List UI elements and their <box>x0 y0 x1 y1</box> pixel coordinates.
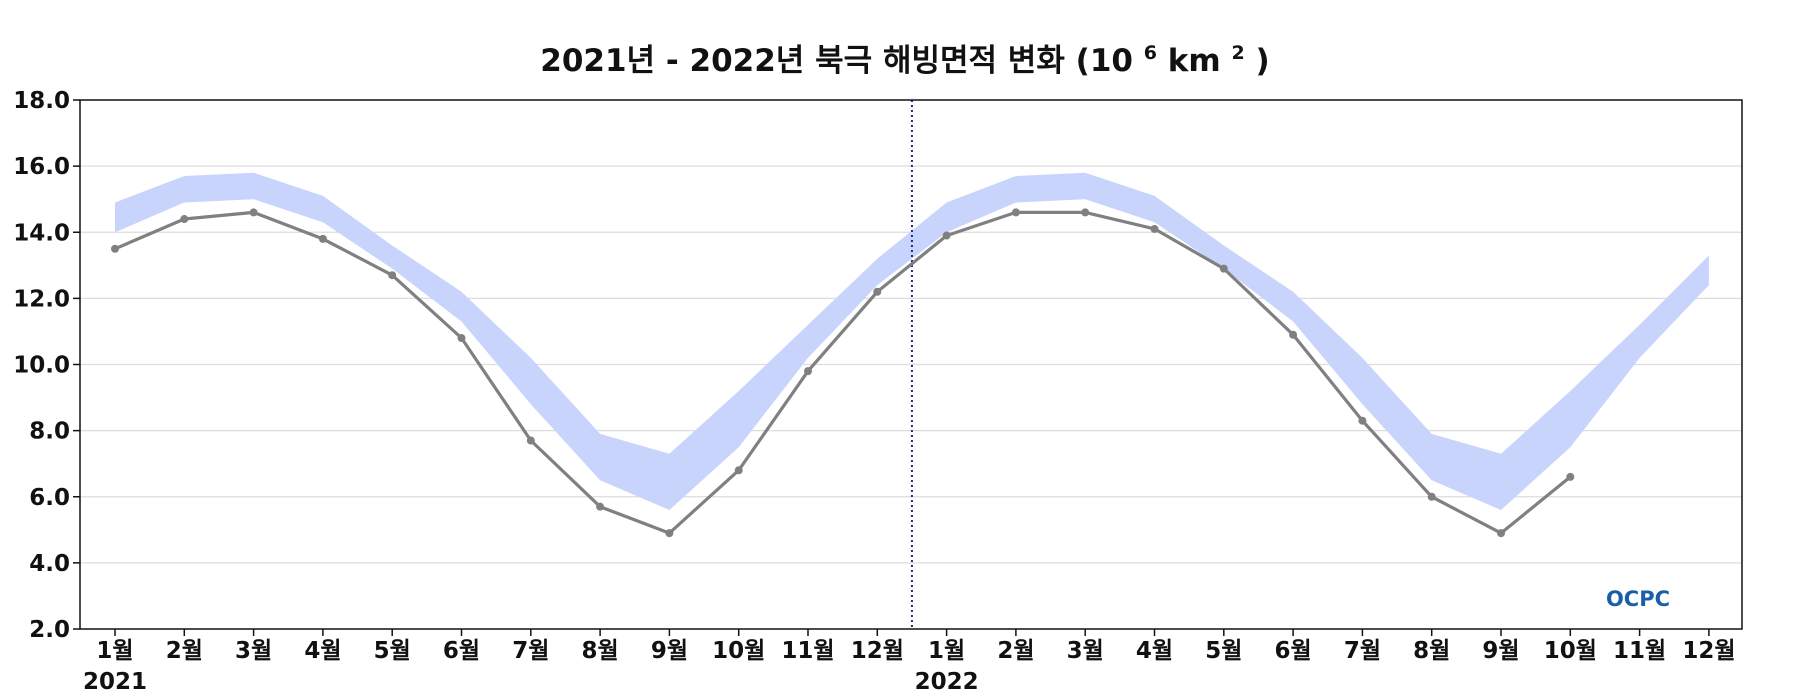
ocpc-logo: OCPC <box>1606 587 1670 611</box>
data-point <box>942 231 951 240</box>
series-line <box>114 210 1572 535</box>
x-tick-label: 7월 <box>512 638 549 664</box>
x-tick-label: 4월 <box>304 638 341 664</box>
axes-layer: 2.0 4.0 6.0 8.0 10.0 12.0 14.0 16.0 18.0 1월 2월 3월 4월… <box>13 88 1743 695</box>
data-point <box>1150 224 1159 233</box>
x-tick-label: 2월 <box>166 638 203 664</box>
line-layer <box>111 208 1575 538</box>
x-tick-label: 6월 <box>1275 638 1312 664</box>
x-tick-label: 12월 <box>1682 638 1735 664</box>
x-tick-label: 11월 <box>1613 638 1666 664</box>
data-point <box>665 529 674 538</box>
x-tick-label: 12월 <box>851 638 904 664</box>
ocpc-logo-text: OCPC <box>1606 587 1670 611</box>
data-point <box>1497 529 1505 538</box>
y-tick-label: 18.0 <box>13 88 70 114</box>
data-point <box>111 244 119 253</box>
data-point <box>1289 330 1298 339</box>
data-point <box>873 287 882 296</box>
data-point <box>457 334 466 343</box>
x-tick-label: 5월 <box>374 638 411 664</box>
chart-title-main: 2021년 - 2022년 북극 해빙면적 변화 <box>540 43 1065 79</box>
y-tick-label: 6.0 <box>29 485 70 511</box>
x-tick-label: 8월 <box>1413 638 1450 664</box>
y-tick-label: 4.0 <box>29 551 70 577</box>
data-point <box>804 367 812 376</box>
x-tick-label: 1월 <box>96 638 133 664</box>
x-tick-label: 2월 <box>997 638 1034 664</box>
y-tick-label: 2.0 <box>29 617 70 643</box>
data-point <box>734 466 743 475</box>
data-point <box>318 234 327 243</box>
x-tick-label: 3월 <box>1067 638 1104 664</box>
x-tick-label: 9월 <box>651 638 688 664</box>
y-tick-label: 8.0 <box>29 419 70 445</box>
x-tick-label: 8월 <box>582 638 619 664</box>
x-tick-label: 10월 <box>1544 638 1597 664</box>
x-tick-label: 4월 <box>1136 638 1173 664</box>
y-tick-label: 10.0 <box>13 353 70 379</box>
data-point <box>180 215 189 224</box>
data-point <box>249 208 258 217</box>
chart-title-unit-exp2: 2 <box>1232 42 1245 64</box>
x-tick-label: 5월 <box>1205 638 1242 664</box>
x-tick-label: 11월 <box>781 638 834 664</box>
y-tick-label: 14.0 <box>13 220 70 246</box>
data-point <box>1427 492 1436 501</box>
chart-title-unit-mid: km <box>1168 43 1221 79</box>
chart-title: 2021년 - 2022년 북극 해빙면적 변화 (10 6 km 2 ) <box>540 31 1269 79</box>
year-label: 2021 <box>83 669 147 695</box>
x-tick-label: 7월 <box>1344 638 1381 664</box>
data-point <box>1219 264 1228 273</box>
year-label: 2022 <box>915 669 979 695</box>
chart-title-unit-exp1: 6 <box>1144 42 1157 64</box>
x-tick-label: 1월 <box>928 638 965 664</box>
x-tick-label: 9월 <box>1482 638 1519 664</box>
data-point <box>1566 472 1575 481</box>
data-point <box>1358 416 1367 425</box>
chart-title-unit-base: (10 <box>1076 43 1133 79</box>
data-point <box>526 436 535 445</box>
x-tick-label: 10월 <box>712 638 765 664</box>
x-tick-label: 6월 <box>443 638 480 664</box>
chart-title-unit-end: ) <box>1256 43 1270 79</box>
data-point <box>1011 208 1020 217</box>
data-point <box>596 502 605 511</box>
y-tick-label: 12.0 <box>13 286 70 312</box>
data-point <box>1081 208 1090 217</box>
data-point <box>388 271 397 280</box>
y-tick-label: 16.0 <box>13 154 70 180</box>
x-tick-label: 3월 <box>235 638 272 664</box>
